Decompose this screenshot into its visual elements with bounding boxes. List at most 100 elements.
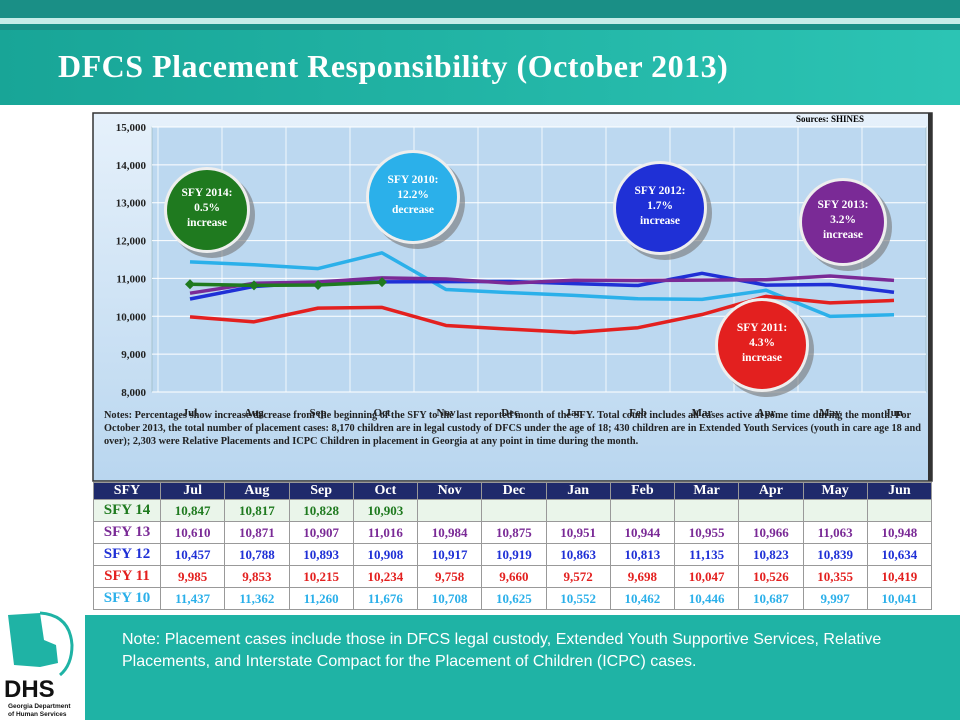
x-tick-label: Aug bbox=[244, 407, 264, 419]
top-line bbox=[0, 18, 960, 24]
callout-text: SFY 2011: bbox=[737, 322, 787, 334]
y-tick-label: 10,000 bbox=[116, 311, 147, 323]
footer-note: Note: Placement cases include those in D… bbox=[122, 631, 882, 670]
callout-text: decrease bbox=[392, 204, 434, 216]
x-tick-label: Nov bbox=[437, 407, 456, 419]
series-marker bbox=[313, 279, 323, 290]
x-tick-label: Dec bbox=[501, 407, 519, 419]
table-cell: 10,984 bbox=[416, 521, 483, 544]
table-cell: 11,063 bbox=[802, 521, 868, 544]
row-label: SFY 12 bbox=[93, 543, 161, 566]
y-tick-label: 14,000 bbox=[116, 160, 147, 172]
callout bbox=[369, 153, 457, 241]
logo: DHS Georgia Department of Human Services bbox=[4, 611, 74, 718]
table-row: SFY 14 10,847 10,817 10,828 10,903 bbox=[93, 499, 933, 522]
header-cell: Dec bbox=[481, 482, 547, 500]
table-cell: 10,919 bbox=[481, 543, 547, 566]
table-cell bbox=[545, 499, 611, 522]
table-cell: 10,823 bbox=[738, 543, 804, 566]
series-line bbox=[189, 251, 895, 319]
header-cell: Jan bbox=[545, 482, 611, 500]
y-tick-label: 12,000 bbox=[116, 236, 147, 248]
table-cell bbox=[866, 499, 933, 522]
row-label: SFY 10 bbox=[93, 587, 161, 610]
logo-sub: of Human Services bbox=[8, 711, 67, 718]
callout-text: 4.3% bbox=[749, 337, 775, 349]
y-tick-label: 15,000 bbox=[116, 122, 147, 134]
row-label: SFY 13 bbox=[93, 521, 161, 544]
series-line bbox=[189, 274, 895, 295]
table-cell bbox=[738, 499, 804, 522]
x-tick-label: Oct bbox=[373, 407, 390, 419]
callout-text: increase bbox=[640, 215, 680, 227]
callout-text: SFY 2013: bbox=[817, 199, 868, 211]
table-cell: 10,893 bbox=[288, 543, 354, 566]
top-band bbox=[0, 0, 960, 30]
table-cell: 9,698 bbox=[609, 565, 676, 588]
table-cell bbox=[609, 499, 676, 522]
table-cell: 10,828 bbox=[288, 499, 354, 522]
table-cell: 11,362 bbox=[224, 587, 290, 610]
callout-text: 12.2% bbox=[397, 189, 429, 201]
table-cell bbox=[673, 499, 740, 522]
table-cell: 10,863 bbox=[545, 543, 611, 566]
table-cell: 10,610 bbox=[159, 521, 226, 544]
table-cell: 10,634 bbox=[866, 543, 933, 566]
footer-box bbox=[85, 615, 960, 720]
header-cell: Aug bbox=[224, 482, 290, 500]
table-cell: 10,355 bbox=[802, 565, 868, 588]
data-table: SFY Jul Aug Sep Oct Nov Dec Jan Feb Mar Apr May Jun S… bbox=[93, 482, 933, 610]
table-cell: 9,853 bbox=[224, 565, 290, 588]
x-tick-label: Sep bbox=[309, 407, 326, 419]
x-tick-label: Jul bbox=[183, 407, 198, 419]
callout bbox=[616, 164, 704, 252]
callout-text: SFY 2012: bbox=[634, 185, 685, 197]
table-cell: 10,955 bbox=[673, 521, 740, 544]
chart: Sources: SHINES 8,000 9,000 10,000 11,000 12… bbox=[92, 112, 933, 482]
logo-text: DHS bbox=[4, 676, 55, 703]
table-cell: 10,625 bbox=[481, 587, 547, 610]
header-cell: Sep bbox=[288, 482, 354, 500]
header-cell: Apr bbox=[738, 482, 804, 500]
table-cell: 10,847 bbox=[159, 499, 226, 522]
table-cell: 9,985 bbox=[159, 565, 226, 588]
table-cell: 11,135 bbox=[673, 543, 740, 566]
callout-text: increase bbox=[742, 352, 782, 364]
table-cell: 10,446 bbox=[673, 587, 740, 610]
callout-text: increase bbox=[823, 229, 863, 241]
y-tick-label: 9,000 bbox=[121, 349, 146, 361]
table-cell bbox=[481, 499, 547, 522]
table-cell: 10,215 bbox=[288, 565, 354, 588]
table-cell: 10,871 bbox=[224, 521, 290, 544]
table-cell bbox=[416, 499, 483, 522]
table-cell: 10,908 bbox=[352, 543, 419, 566]
table-cell: 10,687 bbox=[738, 587, 804, 610]
x-tick-label: Jan bbox=[565, 407, 582, 419]
table-row: SFY 13 10,610 10,871 10,907 11,016 10,984 10,8… bbox=[93, 521, 933, 544]
table-cell: 10,948 bbox=[866, 521, 933, 544]
table-cell: 10,903 bbox=[352, 499, 419, 522]
table-cell: 10,462 bbox=[609, 587, 676, 610]
table-cell: 10,907 bbox=[288, 521, 354, 544]
table-cell bbox=[802, 499, 868, 522]
title-bar bbox=[0, 30, 960, 105]
table-cell: 10,917 bbox=[416, 543, 483, 566]
callout-text: SFY 2014: bbox=[181, 187, 232, 199]
x-tick-label: Jun bbox=[885, 407, 903, 419]
table-cell: 10,234 bbox=[352, 565, 419, 588]
series-marker bbox=[249, 280, 259, 291]
series-marker bbox=[185, 279, 195, 290]
table-cell: 10,944 bbox=[609, 521, 676, 544]
callout-text: 3.2% bbox=[830, 214, 856, 226]
table-cell: 9,660 bbox=[481, 565, 547, 588]
table-cell: 10,526 bbox=[738, 565, 804, 588]
frame-shadow bbox=[928, 113, 932, 481]
x-tick-label: Feb bbox=[629, 407, 647, 419]
callout bbox=[167, 170, 247, 250]
table-cell: 11,676 bbox=[352, 587, 419, 610]
table-cell: 10,788 bbox=[224, 543, 290, 566]
table-cell: 10,813 bbox=[609, 543, 676, 566]
table-cell: 10,457 bbox=[159, 543, 226, 566]
callout-text: increase bbox=[187, 217, 227, 229]
